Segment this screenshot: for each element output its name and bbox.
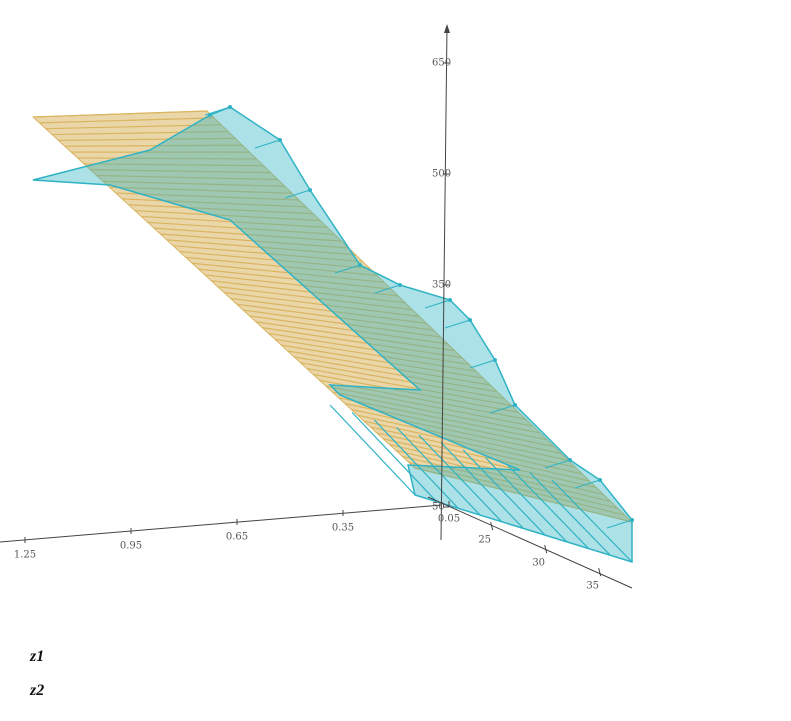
- mesh-line: [249, 315, 448, 345]
- mesh-line: [83, 163, 264, 167]
- mesh-line: [115, 192, 300, 201]
- mesh-line: [462, 449, 546, 536]
- x-axis: [0, 504, 443, 543]
- mesh-line: [255, 321, 456, 352]
- chart: 50 350 500 650 1.25 0.95 0.65 0.35 0.05 25 30 35: [0, 24, 634, 592]
- mesh-line: [396, 427, 481, 516]
- x-tick-label: 0.65: [226, 532, 248, 543]
- legend-entry: z1: [30, 648, 45, 665]
- mesh-line: [64, 144, 243, 147]
- mesh-line: [243, 309, 441, 338]
- mesh-line: [313, 373, 519, 413]
- mesh-line: [529, 472, 611, 556]
- y-tick-label: 35: [586, 581, 599, 592]
- x-tick-label: 1.25: [14, 550, 36, 561]
- mesh-line: [254, 139, 281, 149]
- mesh-line: [507, 464, 590, 550]
- mesh-line: [128, 204, 314, 215]
- x-tick-label: 0.35: [332, 523, 354, 534]
- mesh-line: [444, 319, 471, 329]
- mesh-line: [424, 299, 451, 309]
- mesh-line: [334, 264, 361, 274]
- mesh-line: [440, 442, 524, 529]
- mesh-line: [306, 367, 512, 407]
- mesh-line: [122, 198, 307, 208]
- mesh-line: [551, 479, 633, 563]
- mesh-line: [39, 117, 215, 124]
- mesh-line: [325, 385, 533, 427]
- mesh-line: [147, 221, 335, 235]
- y-axis: [427, 496, 633, 589]
- mesh-line: [284, 189, 311, 199]
- mesh-line: [109, 186, 293, 194]
- y-tick-label: 30: [532, 558, 545, 569]
- mesh-line: [329, 404, 416, 496]
- z-axis: [440, 26, 448, 541]
- mesh-line: [204, 274, 399, 297]
- mesh-line: [236, 303, 434, 331]
- mesh-line: [58, 137, 236, 141]
- z-tick-label: 500: [432, 169, 451, 180]
- mesh-line: [77, 157, 257, 160]
- mesh-line: [300, 362, 505, 400]
- z-tick-label: 650: [432, 58, 451, 69]
- mesh-line: [141, 215, 328, 229]
- mesh-line: [198, 268, 392, 290]
- mesh-line: [96, 174, 278, 181]
- mesh-line: [469, 359, 496, 369]
- x-tick-label: 0.95: [120, 541, 142, 552]
- mesh-line: [373, 419, 459, 509]
- mesh-line: [217, 286, 413, 311]
- mesh-line: [574, 479, 601, 489]
- mesh-line: [134, 210, 321, 222]
- mesh-line: [357, 414, 569, 461]
- z-tick-label: 50: [432, 502, 445, 513]
- mesh-line: [103, 180, 285, 187]
- mesh-line: [376, 432, 590, 482]
- mesh-line: [332, 391, 541, 434]
- mesh-line: [293, 356, 498, 393]
- mesh-line: [90, 169, 271, 174]
- z-arrow: [444, 24, 450, 33]
- mesh-line: [408, 461, 626, 516]
- mesh-line: [374, 284, 401, 294]
- x-tick-label: 0.05: [438, 514, 460, 525]
- mesh-line: [370, 426, 583, 475]
- mesh-line: [489, 404, 516, 414]
- y-tick-label: 25: [478, 535, 491, 546]
- mesh-line: [211, 280, 406, 304]
- mesh-line: [204, 106, 231, 116]
- mesh-line: [418, 434, 503, 523]
- tick-mark: [544, 545, 548, 554]
- mesh-line: [287, 350, 491, 386]
- mesh-line: [230, 297, 427, 324]
- mesh-line: [281, 344, 484, 379]
- mesh-line: [268, 332, 470, 366]
- mesh-line: [544, 459, 571, 469]
- mesh-line: [351, 412, 438, 503]
- mesh-line: [606, 519, 633, 529]
- legend-entry: z2: [30, 682, 45, 699]
- mesh-line: [52, 130, 229, 136]
- mesh-line: [383, 438, 597, 489]
- mesh-line: [223, 291, 420, 318]
- tick-mark: [490, 522, 494, 531]
- tick-mark: [598, 568, 602, 577]
- mesh-line: [351, 408, 562, 455]
- mesh-line: [32, 110, 208, 118]
- mesh-line: [414, 467, 633, 523]
- mesh-line: [363, 420, 576, 468]
- mesh-line: [484, 457, 568, 543]
- z-tick-label: 350: [432, 280, 451, 291]
- mesh-line: [262, 327, 463, 359]
- mesh-line: [153, 227, 342, 242]
